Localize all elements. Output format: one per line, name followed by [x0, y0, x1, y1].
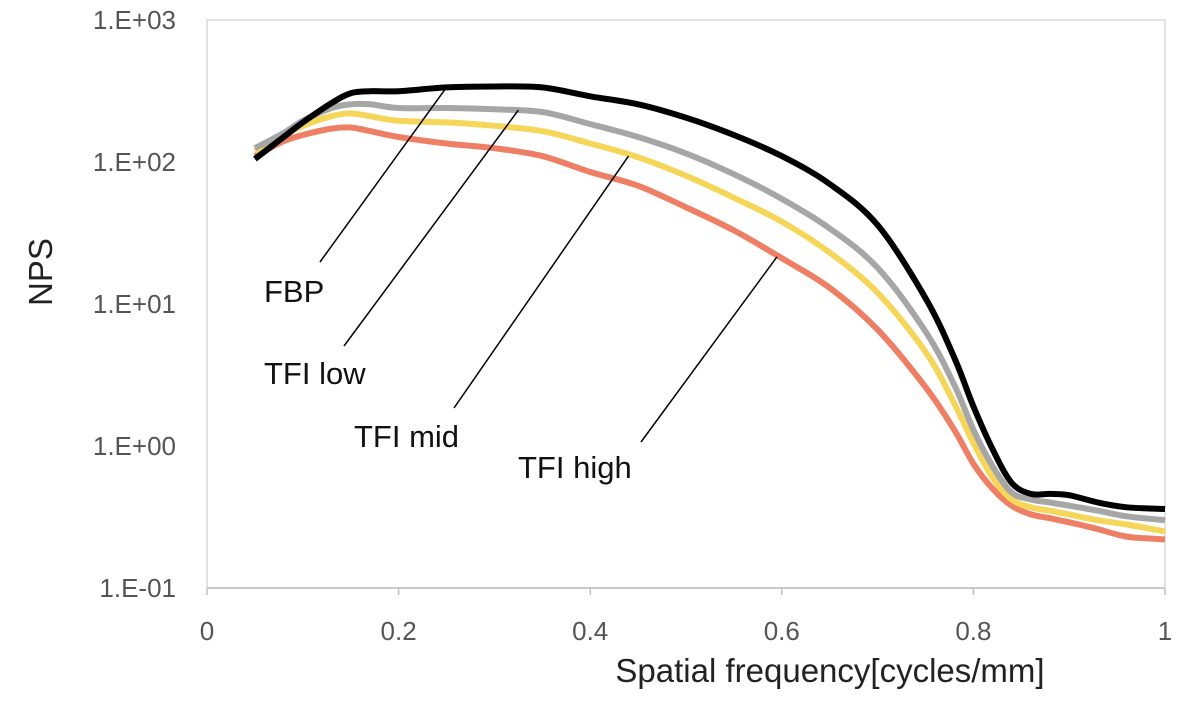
tick-layer: 0 0.2 0.4 0.6 0.8 1 1.E-01 1.E+00 1.E+01 1.E+02 1.…	[93, 5, 1172, 646]
annotation-leader-fbp	[319, 86, 448, 263]
y-tick-label: 1.E+00	[93, 431, 176, 461]
y-tick-label: 1.E+02	[93, 147, 176, 177]
annotation-leader-tfi-mid	[453, 155, 630, 409]
series-line-tfi-low	[253, 100, 1166, 524]
x-tick-label: 0.2	[381, 616, 417, 646]
x-tick-label: 0.6	[764, 616, 800, 646]
y-tick-label: 1.E-01	[99, 573, 176, 603]
series-line-tfi-high	[253, 124, 1166, 543]
annotation-label-tfi-mid: TFI mid	[354, 419, 459, 454]
y-tick-label: 1.E+01	[93, 289, 176, 319]
x-axis-title: Spatial frequency[cycles/mm]	[615, 652, 1044, 689]
series-layer	[253, 83, 1166, 543]
x-tick-label: 0.4	[572, 616, 608, 646]
x-tick-label: 1	[1158, 616, 1172, 646]
annotation-leader-tfi-low	[343, 109, 520, 347]
annotation-label-tfi-low: TFI low	[264, 356, 366, 391]
x-tick-label: 0	[200, 616, 214, 646]
y-axis-title: NPS	[22, 238, 59, 306]
annotation-layer: FBP TFI low TFI mid TFI high	[264, 86, 778, 485]
series-line-fbp	[253, 83, 1166, 512]
x-tick-label: 0.8	[955, 616, 991, 646]
annotation-label-fbp: FBP	[264, 274, 324, 309]
annotation-label-tfi-high: TFI high	[518, 450, 632, 485]
y-tick-label: 1.E+03	[93, 5, 176, 35]
series-line-tfi-mid	[253, 110, 1166, 535]
annotation-leader-tfi-high	[640, 256, 778, 443]
